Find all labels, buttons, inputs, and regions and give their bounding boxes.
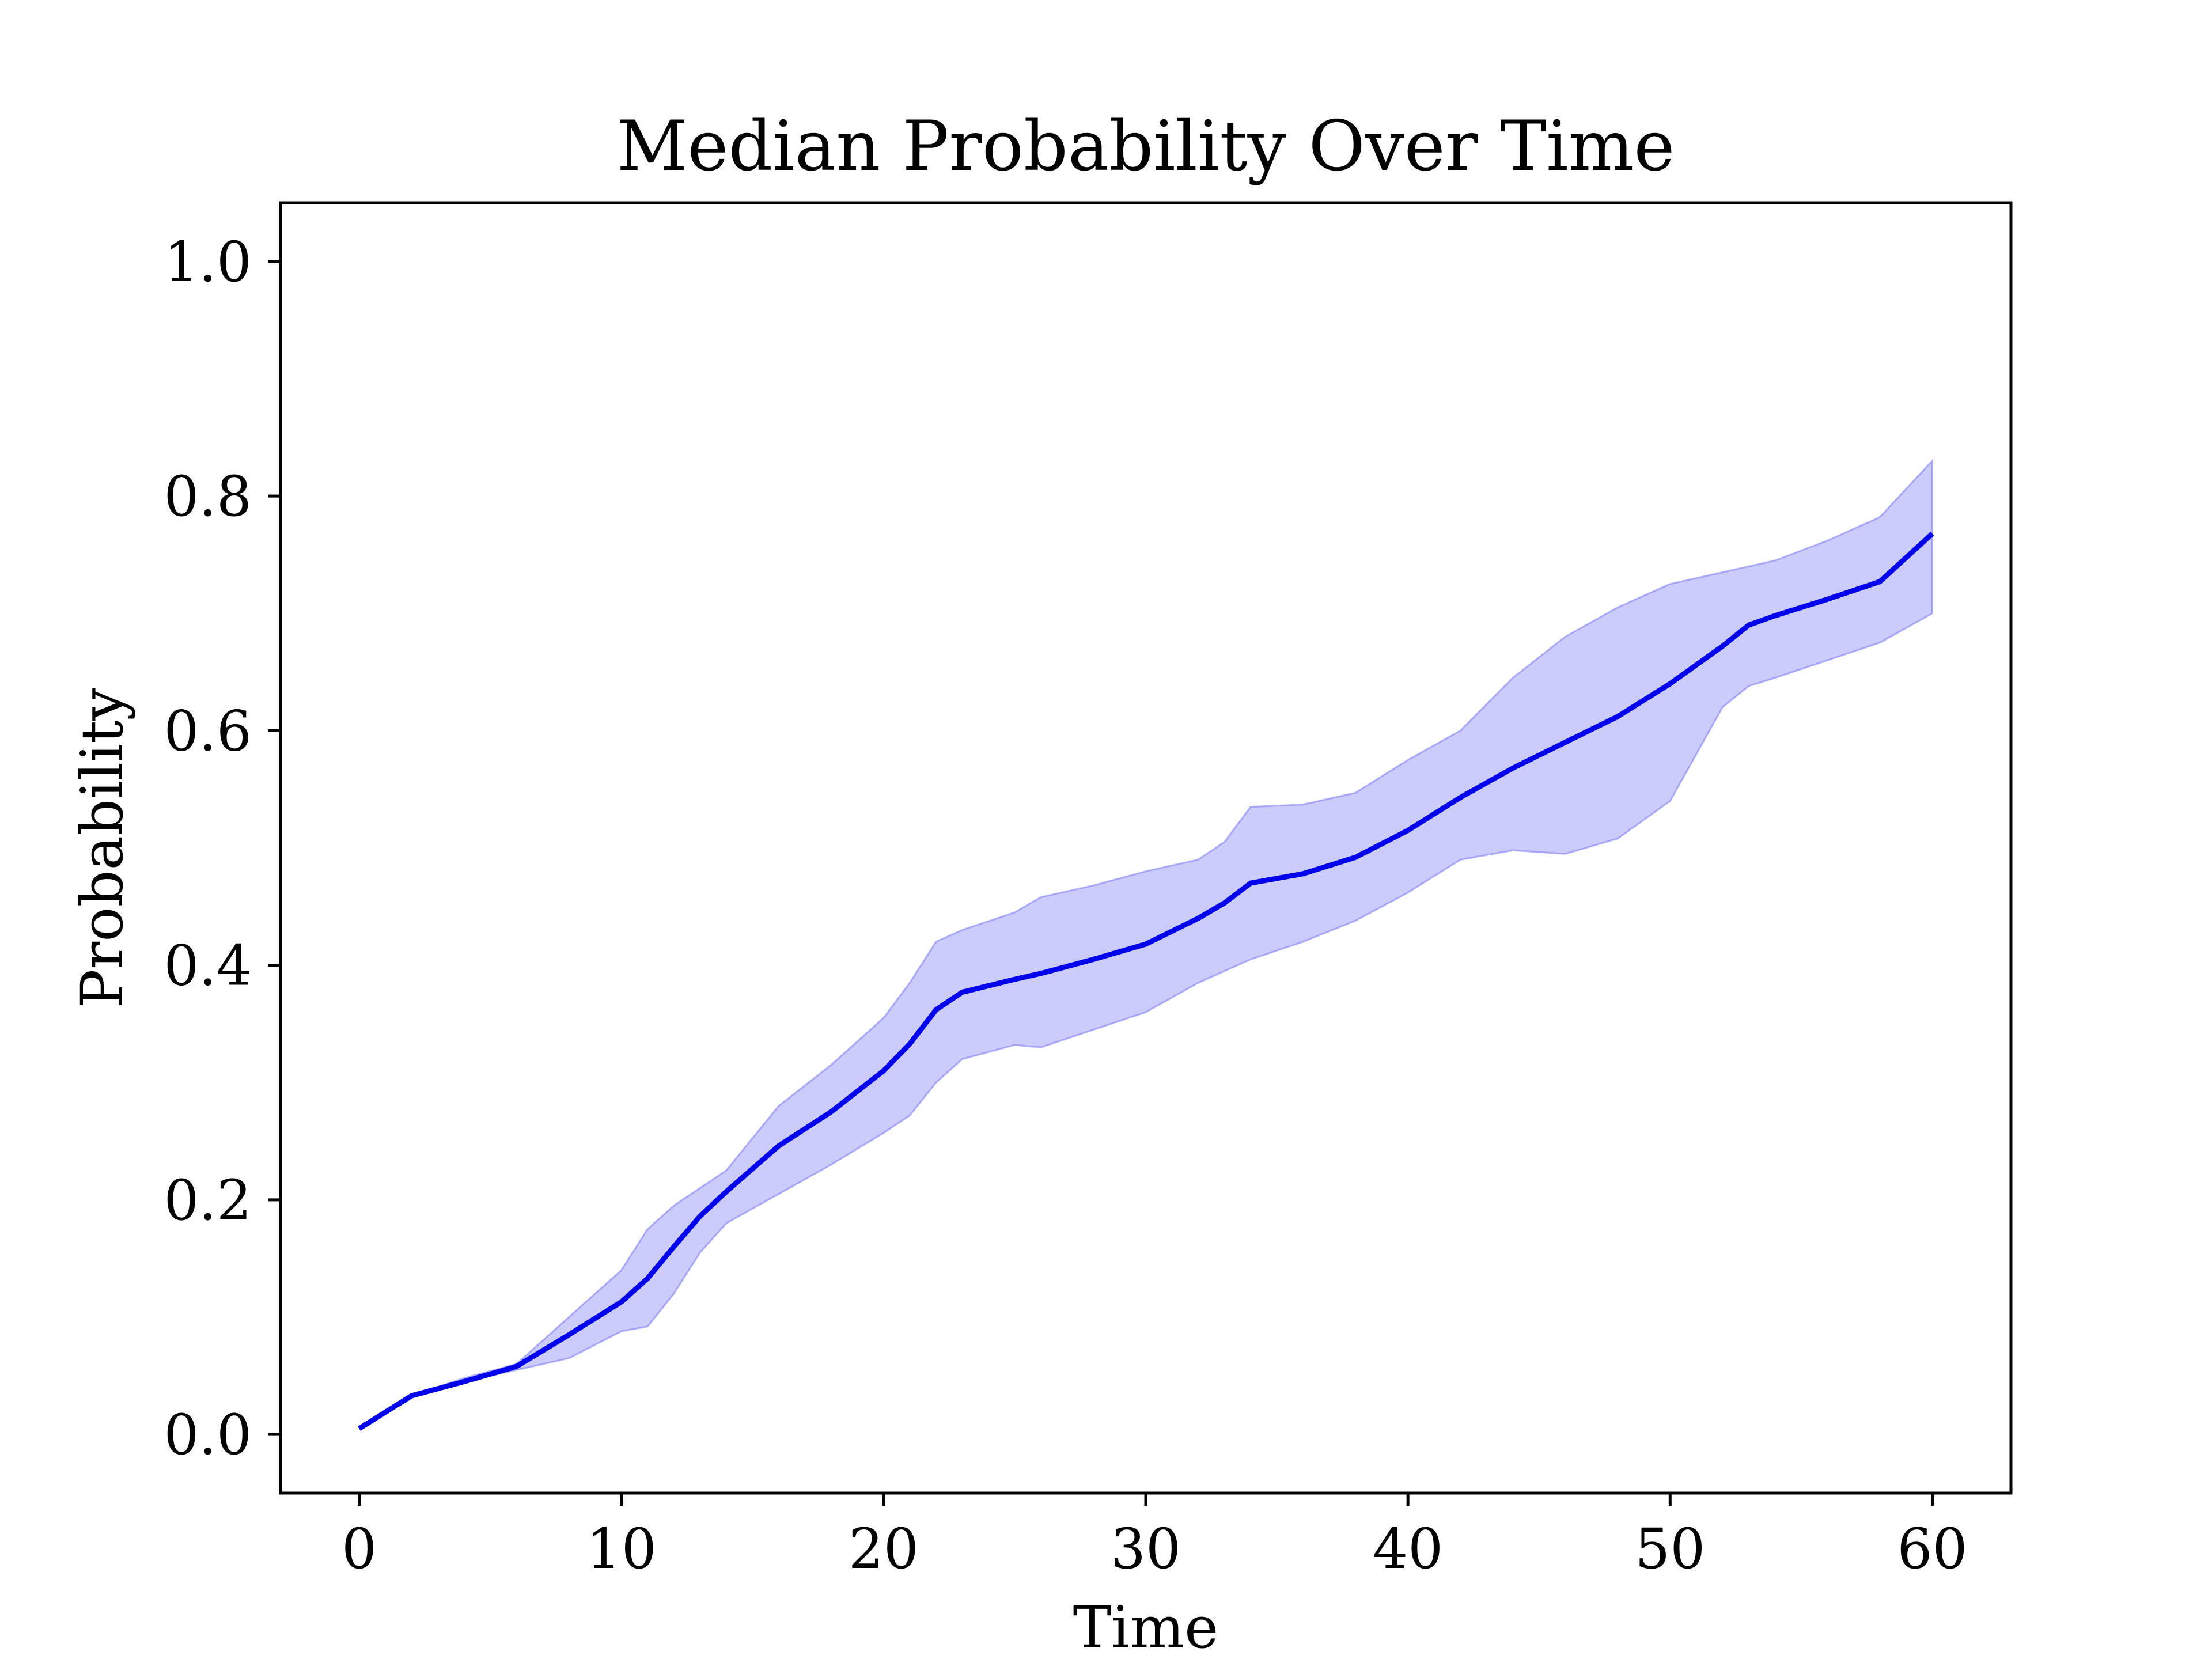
x-tick-label: 30 xyxy=(1111,1517,1181,1581)
y-tick-label: 0.4 xyxy=(164,934,252,998)
x-tick-label: 50 xyxy=(1635,1517,1705,1581)
y-axis-label: Probability xyxy=(69,688,136,1008)
plot-area xyxy=(358,459,1934,1431)
x-tick-label: 10 xyxy=(586,1517,657,1581)
x-axis: 0 10 20 30 40 50 60 xyxy=(342,1493,1968,1581)
y-axis: 0.0 0.2 0.4 0.6 0.8 1.0 xyxy=(164,230,281,1467)
x-tick-label: 0 xyxy=(342,1517,377,1581)
x-tick-label: 20 xyxy=(849,1517,919,1581)
x-tick-label: 60 xyxy=(1897,1517,1967,1581)
y-tick-label: 0.2 xyxy=(164,1168,252,1233)
y-tick-label: 0.6 xyxy=(164,699,252,763)
x-tick-label: 40 xyxy=(1373,1517,1443,1581)
y-tick-label: 0.8 xyxy=(164,464,252,529)
median-line xyxy=(358,531,1934,1431)
y-tick-label: 1.0 xyxy=(164,230,252,294)
y-tick-label: 0.0 xyxy=(164,1403,252,1467)
x-axis-label: Time xyxy=(1073,1594,1219,1659)
chart-title: Median Probability Over Time xyxy=(617,107,1675,187)
